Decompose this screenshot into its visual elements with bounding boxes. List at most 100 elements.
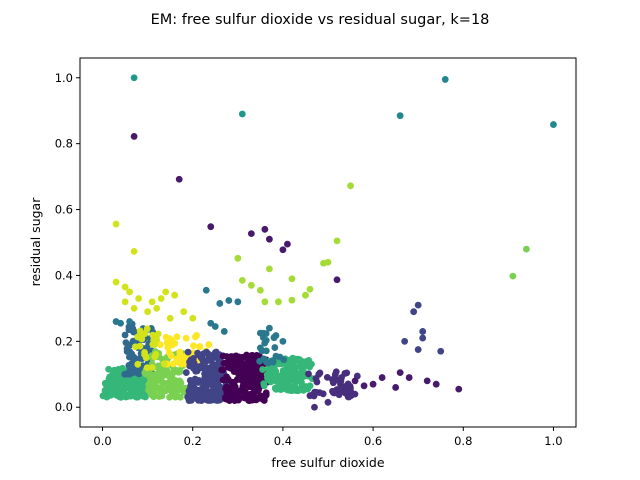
scatter-point — [110, 374, 117, 382]
scatter-point — [423, 377, 431, 385]
scatter-point — [123, 345, 131, 353]
scatter-point — [205, 341, 213, 348]
scatter-point — [279, 246, 287, 254]
scatter-point — [175, 359, 183, 367]
scatter-point — [278, 373, 286, 381]
scatter-point — [236, 363, 244, 371]
y-tick-label: 0.4 — [55, 268, 73, 282]
scatter-point — [207, 356, 215, 364]
scatter-point — [161, 365, 169, 373]
scatter-point — [180, 308, 188, 316]
scatter-point — [261, 225, 269, 233]
scatter-point — [130, 248, 138, 255]
scatter-point — [288, 275, 296, 283]
scatter-point — [225, 297, 233, 304]
scatter-point — [147, 390, 155, 398]
y-tick-label: 0.6 — [55, 203, 73, 217]
scatter-point — [392, 384, 400, 391]
scatter-point — [272, 352, 280, 360]
scatter-point — [329, 388, 337, 396]
scatter-point — [405, 374, 413, 381]
scatter-point — [146, 374, 154, 382]
scatter-point — [247, 281, 255, 289]
scatter-point — [155, 393, 163, 400]
scatter-point — [107, 389, 114, 397]
scatter-point — [316, 389, 324, 397]
scatter-point — [234, 254, 242, 262]
scatter-point — [250, 394, 258, 401]
scatter-point — [284, 372, 292, 380]
scatter-point — [212, 348, 220, 356]
scatter-point — [182, 369, 190, 376]
scatter-point — [125, 353, 133, 361]
scatter-point — [150, 385, 158, 393]
scatter-point — [126, 318, 133, 325]
scatter-point — [223, 383, 231, 391]
scatter-point — [102, 381, 110, 388]
scatter-point — [230, 378, 238, 386]
scatter-point — [238, 110, 246, 118]
scatter-point — [162, 288, 170, 296]
scatter-point — [141, 348, 148, 356]
scatter-point — [153, 336, 161, 343]
scatter-point — [265, 265, 273, 273]
scatter-point — [120, 376, 128, 384]
scatter-point — [203, 394, 210, 402]
scatter-point — [414, 301, 422, 309]
scatter-point — [401, 337, 409, 345]
scatter-point — [152, 350, 160, 358]
scatter-point — [270, 334, 278, 342]
scatter-point — [232, 352, 240, 360]
scatter-point — [220, 328, 228, 335]
scatter-point — [173, 333, 181, 341]
scatter-point — [176, 368, 184, 376]
scatter-point — [133, 393, 141, 401]
scatter-point — [260, 355, 268, 363]
scatter-point — [135, 295, 143, 302]
scatter-point — [168, 392, 176, 400]
scatter-point — [437, 347, 445, 355]
scatter-point — [256, 329, 264, 337]
scatter-point — [148, 364, 156, 371]
scatter-point — [279, 367, 287, 374]
scatter-point — [272, 367, 280, 375]
x-tick-label: 0.2 — [184, 434, 202, 448]
scatter-point — [166, 349, 173, 357]
scatter-point — [333, 276, 341, 284]
scatter-point — [297, 363, 305, 371]
scatter-point — [260, 382, 268, 390]
scatter-point — [153, 304, 161, 312]
scatter-point — [184, 394, 192, 402]
scatter-point — [247, 230, 255, 238]
scatter-point — [239, 394, 247, 401]
scatter-point — [248, 364, 256, 372]
scatter-point — [196, 363, 204, 371]
scatter-point — [156, 341, 164, 349]
y-tick-label: 0.8 — [55, 137, 73, 151]
scatter-point — [223, 395, 231, 403]
scatter-point — [414, 346, 422, 353]
scatter-point — [338, 374, 345, 381]
scatter-point — [164, 342, 172, 350]
scatter-point — [265, 235, 273, 243]
scatter-point — [193, 332, 200, 339]
scatter-point — [272, 377, 280, 385]
scatter-point — [262, 389, 270, 397]
scatter-point — [311, 388, 319, 396]
scatter-point — [238, 276, 246, 284]
scatter-point — [176, 393, 184, 401]
x-axis-label: free sulfur dioxide — [271, 455, 384, 470]
scatter-point — [223, 353, 230, 360]
scatter-point — [331, 371, 339, 378]
scatter-point — [342, 382, 349, 390]
scatter-point — [191, 385, 198, 392]
scatter-point — [396, 369, 404, 377]
x-axis-ticks: 0.0 0.2 0.4 0.6 0.8 1.0 — [93, 427, 563, 448]
scatter-point — [441, 76, 449, 83]
y-axis-label: residual sugar — [28, 197, 43, 287]
scatter-point — [262, 336, 270, 344]
scatter-point — [324, 258, 332, 266]
scatter-point — [288, 296, 296, 304]
